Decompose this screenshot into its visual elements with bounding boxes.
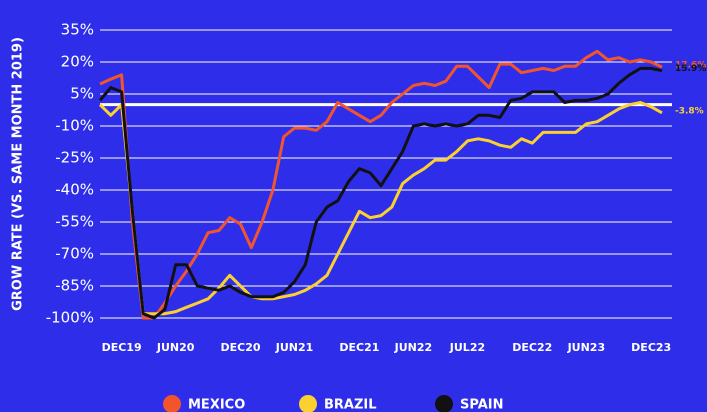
end-label: -3.8% bbox=[675, 106, 704, 116]
series-line bbox=[98, 101, 663, 316]
x-tick-label: JUN21 bbox=[275, 341, 314, 354]
legend-marker bbox=[299, 395, 317, 412]
y-axis-label: GROW RATE (VS. SAME MONTH 2019) bbox=[11, 37, 26, 311]
x-tick-label: DEC21 bbox=[339, 341, 379, 354]
x-tick-label: JUN23 bbox=[567, 341, 606, 354]
x-tick-label: JUL22 bbox=[449, 341, 485, 354]
x-tick-label: JUN22 bbox=[394, 341, 433, 354]
legend-marker bbox=[163, 395, 181, 412]
x-tick-label: JUN20 bbox=[156, 341, 195, 354]
y-tick-label: -25% bbox=[55, 149, 94, 167]
y-tick-label: -10% bbox=[55, 117, 94, 135]
legend-label: BRAZIL bbox=[324, 398, 377, 412]
y-tick-label: 35% bbox=[61, 21, 94, 39]
end-label: 15.9% bbox=[675, 64, 706, 74]
x-tick-label: DEC22 bbox=[512, 341, 552, 354]
y-tick-label: 20% bbox=[61, 53, 94, 71]
end-label: 17.6% bbox=[675, 61, 706, 71]
legend-label: SPAIN bbox=[460, 398, 503, 412]
y-tick-label: -100% bbox=[46, 309, 94, 327]
series-line bbox=[99, 49, 663, 320]
y-tick-label: -70% bbox=[55, 245, 94, 263]
y-tick-label: 5% bbox=[70, 85, 94, 103]
y-tick-label: -55% bbox=[55, 213, 94, 231]
y-tick-label: -85% bbox=[55, 277, 94, 295]
series-line bbox=[98, 66, 663, 320]
y-tick-label: -40% bbox=[55, 181, 94, 199]
x-tick-label: DEC20 bbox=[220, 341, 260, 354]
legend-marker bbox=[435, 395, 453, 412]
x-tick-label: DEC19 bbox=[102, 341, 142, 354]
x-tick-label: DEC23 bbox=[631, 341, 671, 354]
legend-label: MEXICO bbox=[188, 398, 245, 412]
